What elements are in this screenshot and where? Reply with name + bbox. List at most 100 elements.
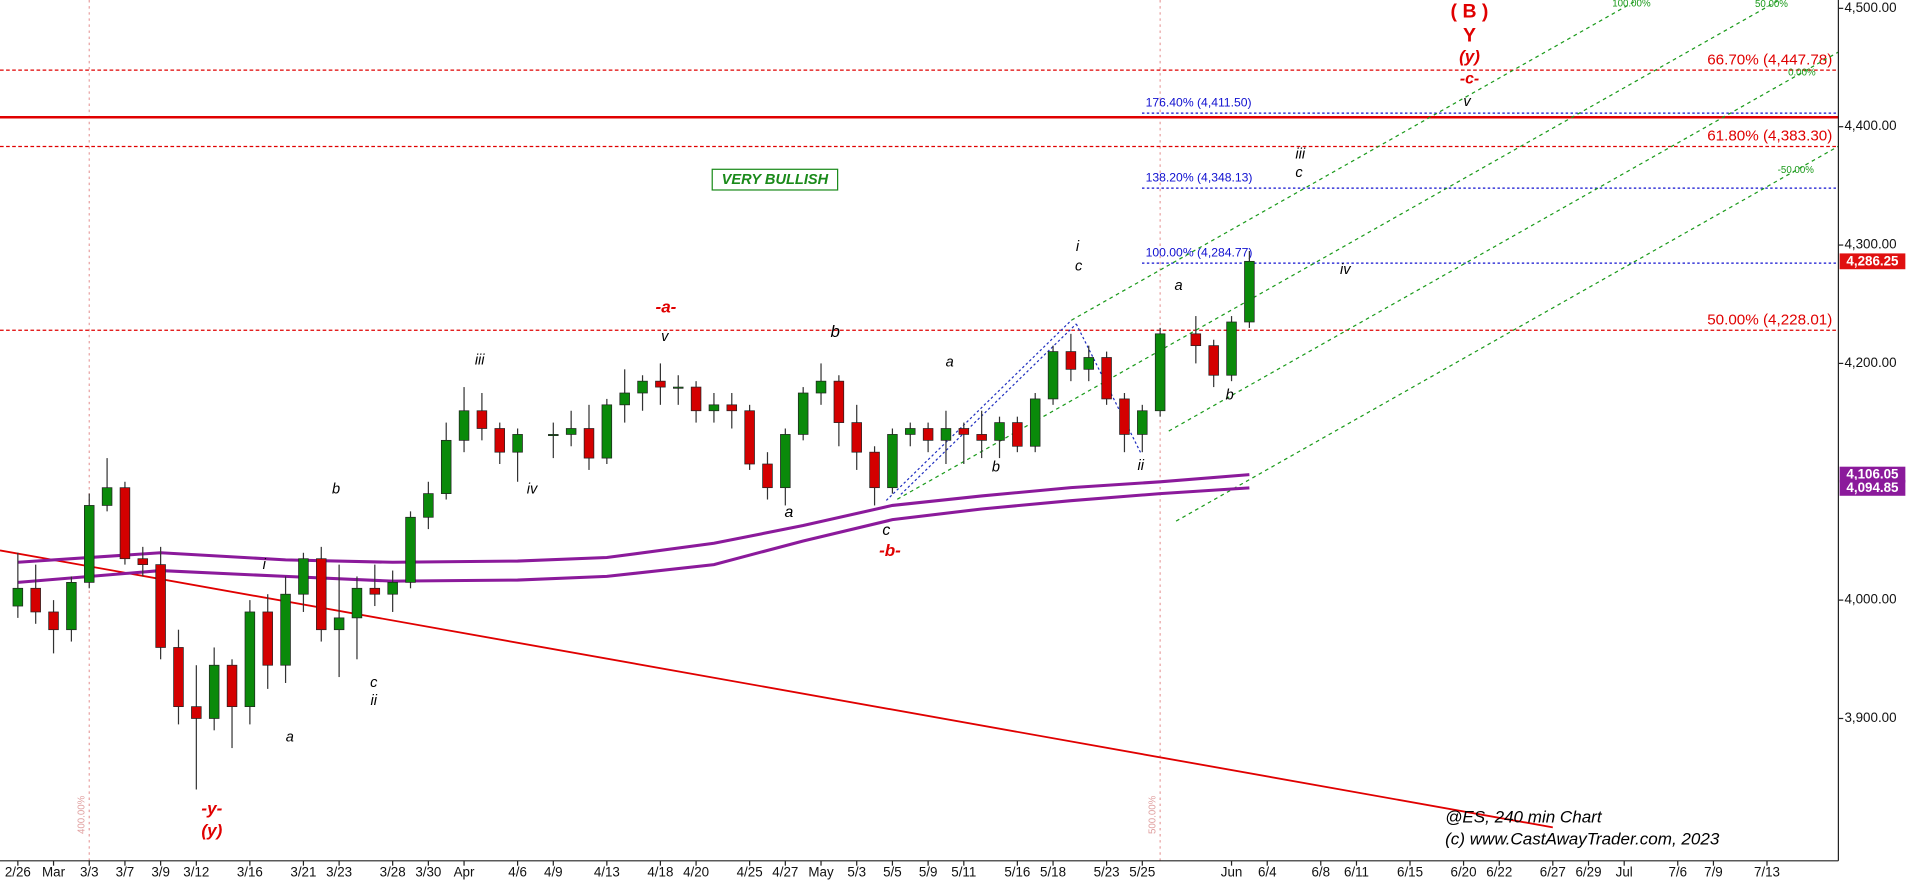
wave-label: iv xyxy=(1340,262,1351,278)
channel-label: 50.00% xyxy=(1755,0,1788,10)
candle-body xyxy=(101,487,113,506)
x-tick-label: 6/29 xyxy=(1575,865,1601,880)
x-tick-label: 5/5 xyxy=(883,865,902,880)
wave-label: (y) xyxy=(201,821,222,840)
candle-body xyxy=(762,463,773,489)
x-tick-label: 5/9 xyxy=(919,865,938,880)
y-tick-label: 4,200.00 xyxy=(1844,355,1896,370)
channel-line xyxy=(1175,145,1839,522)
wave-label: a xyxy=(946,355,954,371)
candle-body xyxy=(316,558,327,631)
candle-body xyxy=(1154,333,1166,412)
candle-body xyxy=(869,451,880,489)
x-tick-label: 2/26 xyxy=(5,865,31,880)
candle-body xyxy=(48,611,59,631)
x-tick-label: 3/9 xyxy=(151,865,170,880)
wave-label: iv xyxy=(527,481,538,497)
candle-body xyxy=(262,611,273,666)
x-tick-label: 3/21 xyxy=(290,865,316,880)
wave-label: a xyxy=(785,504,794,521)
x-tick-label: 6/15 xyxy=(1397,865,1423,880)
last-price-box xyxy=(1839,253,1906,270)
wave-label: -y- xyxy=(201,799,222,818)
wave-label: c xyxy=(1075,259,1083,275)
x-tick-label: 6/8 xyxy=(1311,865,1330,880)
candle-body xyxy=(226,664,238,708)
y-tick-label: 4,400.00 xyxy=(1844,118,1896,133)
wave-label: v xyxy=(661,329,669,345)
candle-body xyxy=(333,617,345,631)
candle-body xyxy=(369,587,381,595)
ma-price: 4,094.85 xyxy=(1846,480,1899,495)
candle-body xyxy=(440,439,452,494)
candle-body xyxy=(1083,357,1094,370)
wave-label: -c- xyxy=(1460,70,1479,87)
x-tick-label: 4/20 xyxy=(683,865,709,880)
candle-body xyxy=(280,593,291,666)
x-tick-label: 4/6 xyxy=(508,865,527,880)
y-tick-label: 4,300.00 xyxy=(1844,237,1896,252)
callout: VERY BULLISH xyxy=(722,172,829,188)
x-tick-label: 4/9 xyxy=(544,865,563,880)
candle-body xyxy=(1226,321,1237,376)
wave-label: a xyxy=(286,730,294,746)
x-tick-label: 4/27 xyxy=(772,865,798,880)
x-tick-label: 3/30 xyxy=(415,865,441,880)
x-tick-label: Jul xyxy=(1616,865,1633,880)
wave-label: b xyxy=(332,481,340,497)
candle-body xyxy=(994,422,1005,441)
candle-body xyxy=(208,664,220,719)
fib-level-label: 61.80% (4,383.30) xyxy=(1707,128,1832,145)
candle-body xyxy=(940,428,952,441)
candle-body xyxy=(1244,260,1255,323)
candle-body xyxy=(1190,333,1202,347)
wave-label: b xyxy=(992,459,1000,475)
candle-body xyxy=(815,380,827,394)
time-fib-label: 500.00% xyxy=(1147,795,1158,834)
x-tick-label: 5/23 xyxy=(1094,865,1120,880)
callout-box xyxy=(711,168,839,191)
candle-body xyxy=(66,582,77,631)
candle-body xyxy=(155,564,166,648)
wave-label: (y) xyxy=(1459,47,1480,66)
candle-body xyxy=(1012,422,1023,447)
candle-body xyxy=(1101,357,1112,400)
x-tick-label: 6/22 xyxy=(1486,865,1512,880)
x-tick-label: 5/18 xyxy=(1040,865,1066,880)
channel-line xyxy=(896,0,1781,500)
candle-body xyxy=(637,380,648,394)
fib-level-label: 138.20% (4,348.13) xyxy=(1146,171,1253,185)
wave-label: b xyxy=(830,322,839,341)
candle-body xyxy=(387,582,398,595)
candle-body xyxy=(690,386,702,412)
time-fib-label: 400.00% xyxy=(76,795,87,834)
wave-label: -b- xyxy=(879,541,901,560)
candle-body xyxy=(958,428,970,435)
candle-body xyxy=(84,505,95,583)
x-tick-label: 5/16 xyxy=(1004,865,1030,880)
x-tick-label: 3/16 xyxy=(237,865,263,880)
wave-label: iii xyxy=(1295,147,1305,163)
candle-body xyxy=(173,647,184,708)
x-tick-label: 4/18 xyxy=(647,865,673,880)
candle-body xyxy=(583,428,595,459)
candle-body xyxy=(655,380,666,388)
wave-label: ii xyxy=(371,693,378,709)
moving-average xyxy=(17,473,1250,564)
candle-body xyxy=(905,428,916,435)
wave-label: Y xyxy=(1463,25,1476,47)
candle-body xyxy=(976,434,987,441)
x-tick-label: 5/3 xyxy=(847,865,866,880)
wave-label: b xyxy=(1226,388,1234,404)
x-tick-label: 3/7 xyxy=(116,865,135,880)
channel-label: -50.00% xyxy=(1778,165,1815,176)
candle-body xyxy=(512,434,523,453)
candle-body xyxy=(1065,351,1077,370)
x-tick-label: 6/27 xyxy=(1540,865,1566,880)
wave-line xyxy=(885,319,1072,501)
candle-body xyxy=(708,404,720,412)
candle-body xyxy=(1119,398,1130,435)
x-tick-label: 6/4 xyxy=(1258,865,1277,880)
candle-body xyxy=(887,434,898,489)
